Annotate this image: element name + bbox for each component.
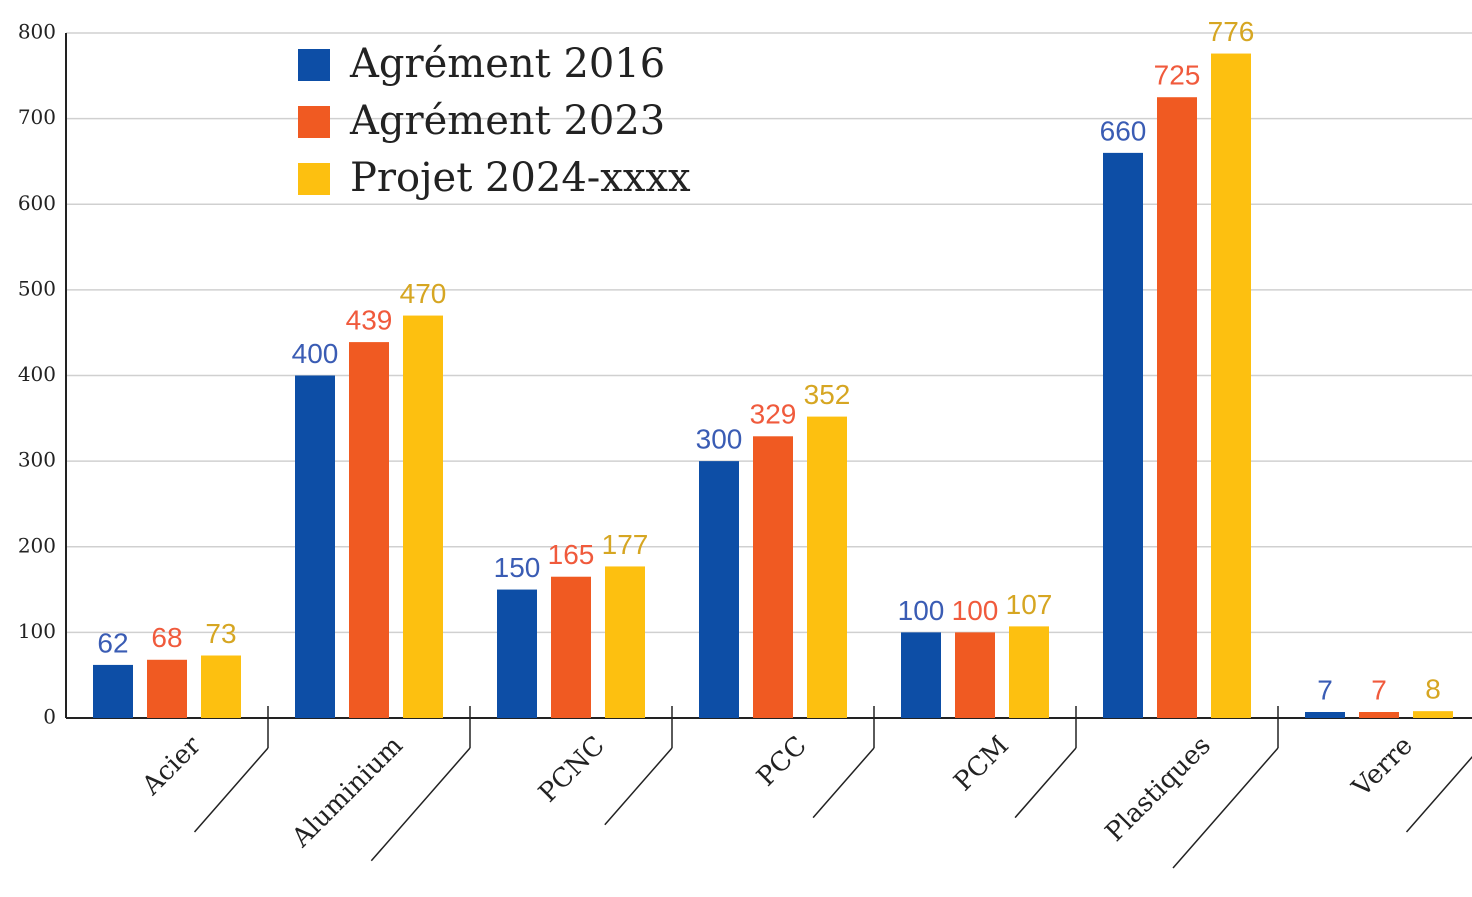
bar bbox=[295, 375, 335, 718]
bar bbox=[605, 566, 645, 718]
x-tick-label: Verre bbox=[1346, 731, 1419, 804]
x-tick-label: PCM bbox=[948, 731, 1014, 797]
value-label: 725 bbox=[1154, 60, 1201, 91]
value-label: 660 bbox=[1100, 115, 1147, 146]
legend-label: Agrément 2023 bbox=[349, 98, 665, 144]
bar bbox=[1211, 53, 1251, 719]
y-tick-label: 700 bbox=[18, 105, 56, 129]
label-guide bbox=[1405, 756, 1472, 833]
y-tick-label: 400 bbox=[18, 362, 56, 386]
value-label: 150 bbox=[494, 552, 541, 583]
bar bbox=[1009, 626, 1049, 718]
bar bbox=[1157, 97, 1197, 718]
bar bbox=[147, 659, 187, 718]
bar bbox=[1413, 711, 1453, 718]
y-tick-label: 500 bbox=[18, 276, 56, 300]
value-label: 62 bbox=[97, 627, 128, 658]
value-label: 165 bbox=[548, 539, 595, 570]
value-label: 400 bbox=[292, 338, 339, 369]
label-guide bbox=[1014, 747, 1077, 819]
label-guide bbox=[1172, 747, 1279, 869]
bar bbox=[497, 589, 537, 718]
bar bbox=[93, 664, 133, 718]
value-label: 329 bbox=[750, 399, 797, 430]
bar bbox=[1103, 152, 1143, 718]
value-label: 68 bbox=[151, 622, 182, 653]
bar bbox=[955, 632, 995, 718]
legend-swatch bbox=[298, 106, 330, 138]
y-tick-label: 200 bbox=[18, 533, 56, 557]
x-tick-label: Aluminium bbox=[286, 731, 409, 854]
bar bbox=[551, 576, 591, 718]
value-label: 439 bbox=[346, 304, 393, 335]
legend-swatch bbox=[298, 163, 330, 195]
y-tick-label: 0 bbox=[43, 705, 56, 729]
y-tick-label: 100 bbox=[18, 619, 56, 643]
x-tick-label: PCC bbox=[751, 731, 813, 793]
bar bbox=[753, 436, 793, 718]
value-label: 177 bbox=[602, 529, 649, 560]
legend-swatch bbox=[298, 49, 330, 81]
value-label: 107 bbox=[1006, 589, 1053, 620]
value-label: 7 bbox=[1317, 674, 1333, 705]
value-label: 8 bbox=[1425, 674, 1441, 705]
value-label: 100 bbox=[952, 595, 999, 626]
label-guide bbox=[812, 747, 875, 819]
label-guide bbox=[604, 747, 673, 826]
bar bbox=[1359, 712, 1399, 718]
label-guide bbox=[370, 747, 471, 862]
bar bbox=[807, 416, 847, 718]
bar bbox=[349, 342, 389, 718]
value-label: 100 bbox=[898, 595, 945, 626]
x-tick-label: Plastiques bbox=[1100, 731, 1217, 848]
legend-label: Agrément 2016 bbox=[349, 41, 665, 87]
x-tick-label: Acier bbox=[136, 730, 207, 801]
value-label: 352 bbox=[804, 379, 851, 410]
bar bbox=[901, 632, 941, 718]
y-tick-label: 600 bbox=[18, 191, 56, 215]
legend-label: Projet 2024-xxxx bbox=[350, 155, 691, 201]
value-label: 7 bbox=[1371, 674, 1387, 705]
label-guide bbox=[193, 747, 269, 833]
x-tick-label: PCNC bbox=[533, 731, 611, 809]
y-tick-label: 800 bbox=[18, 20, 56, 44]
value-label: 470 bbox=[400, 278, 447, 309]
value-label: 300 bbox=[696, 424, 743, 455]
bar bbox=[201, 655, 241, 718]
y-tick-label: 300 bbox=[18, 448, 56, 472]
bar bbox=[1305, 712, 1345, 718]
bar bbox=[699, 461, 739, 718]
bar bbox=[403, 315, 443, 718]
value-label: 73 bbox=[205, 618, 236, 649]
value-label: 776 bbox=[1208, 16, 1255, 47]
